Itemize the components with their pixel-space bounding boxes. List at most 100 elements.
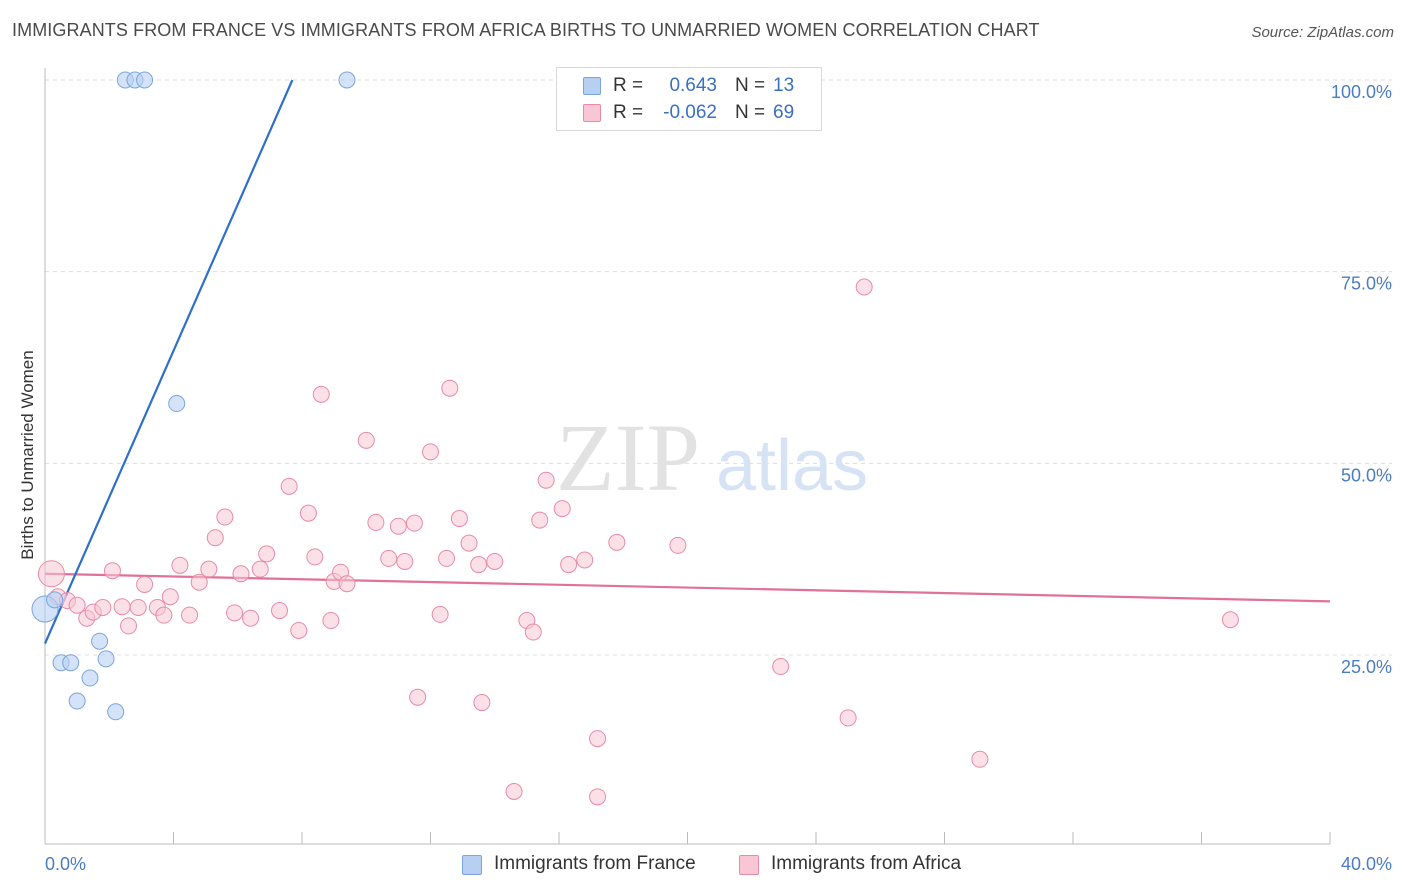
point-africa bbox=[460, 534, 478, 552]
point-africa bbox=[553, 500, 571, 518]
legend-swatch-africa bbox=[739, 855, 759, 875]
point-africa bbox=[258, 545, 276, 563]
y-tick-label: 50.0% bbox=[1341, 465, 1392, 485]
point-africa bbox=[396, 552, 414, 570]
point-africa bbox=[608, 533, 626, 551]
point-africa bbox=[589, 788, 607, 806]
point-africa bbox=[251, 560, 269, 578]
point-africa bbox=[171, 556, 189, 574]
points-africa bbox=[37, 278, 1239, 806]
point-africa bbox=[772, 658, 790, 676]
y-tick-labels: 25.0% 50.0% 75.0% 100.0% bbox=[1331, 82, 1392, 677]
chart-title: IMMIGRANTS FROM FRANCE VS IMMIGRANTS FRO… bbox=[12, 20, 1040, 40]
point-france bbox=[168, 395, 186, 413]
legend-label-france: Immigrants from France bbox=[494, 853, 696, 874]
point-france bbox=[68, 692, 86, 710]
trend-line-france bbox=[43, 79, 294, 644]
point-africa bbox=[537, 471, 555, 489]
point-africa bbox=[190, 573, 208, 591]
point-africa bbox=[306, 548, 324, 566]
point-africa bbox=[280, 477, 298, 495]
x-tick-label: 0.0% bbox=[45, 854, 86, 874]
point-africa bbox=[68, 596, 86, 614]
point-france bbox=[91, 632, 109, 650]
series-legend: Immigrants from France Immigrants from A… bbox=[0, 852, 1406, 878]
point-africa bbox=[94, 598, 112, 616]
point-africa bbox=[470, 556, 488, 574]
point-africa bbox=[206, 529, 224, 547]
point-africa bbox=[422, 443, 439, 461]
point-africa bbox=[367, 513, 385, 531]
point-africa bbox=[103, 562, 121, 580]
point-france bbox=[62, 654, 80, 672]
trend-lines bbox=[43, 79, 1331, 644]
point-africa bbox=[589, 730, 607, 748]
point-africa bbox=[299, 504, 317, 522]
point-africa bbox=[505, 782, 523, 800]
point-africa bbox=[450, 510, 468, 528]
point-africa bbox=[560, 556, 578, 574]
point-france bbox=[136, 71, 154, 89]
points-france bbox=[31, 71, 356, 721]
trend-line-africa bbox=[44, 572, 1331, 603]
source-label: Source: ZipAtlas.com bbox=[1251, 24, 1394, 41]
point-africa bbox=[322, 612, 340, 630]
point-africa bbox=[531, 511, 549, 529]
x-tick-label: 40.0% bbox=[1341, 854, 1392, 874]
point-africa bbox=[576, 551, 594, 569]
point-africa bbox=[1221, 611, 1239, 629]
y-axis-title: Births to Unmarried Women bbox=[18, 350, 37, 559]
y-tick-label: 75.0% bbox=[1341, 274, 1392, 294]
y-tick-label: 100.0% bbox=[1331, 82, 1392, 102]
grid-lines bbox=[45, 79, 1392, 656]
legend-label-africa: Immigrants from Africa bbox=[771, 853, 962, 874]
point-africa bbox=[113, 598, 131, 616]
point-africa bbox=[232, 565, 250, 583]
legend-swatch-france bbox=[462, 855, 482, 875]
point-africa bbox=[441, 379, 459, 397]
point-africa bbox=[438, 549, 456, 567]
legend-n-label: N = bbox=[735, 75, 766, 96]
correlation-legend: R = 0.643 N = 13 R = -0.062 N = 69 bbox=[556, 67, 822, 131]
legend-swatch-france bbox=[583, 77, 601, 95]
point-africa bbox=[338, 575, 356, 593]
point-africa bbox=[120, 617, 138, 635]
point-africa bbox=[405, 514, 423, 532]
point-africa bbox=[855, 278, 873, 296]
watermark: ZIP atlas bbox=[556, 404, 868, 511]
point-france bbox=[107, 703, 125, 721]
point-africa bbox=[431, 605, 449, 623]
point-africa bbox=[473, 694, 491, 712]
point-africa bbox=[200, 560, 218, 578]
point-africa bbox=[161, 588, 179, 606]
point-africa bbox=[357, 431, 375, 449]
point-africa bbox=[486, 552, 504, 570]
point-africa bbox=[136, 575, 154, 593]
legend-r-value: 0.643 bbox=[669, 75, 717, 96]
axes bbox=[44, 68, 1331, 845]
legend-r-label: R = bbox=[613, 102, 644, 123]
point-africa bbox=[129, 598, 147, 616]
point-france bbox=[81, 669, 99, 687]
legend-swatch-africa bbox=[583, 104, 601, 122]
point-africa bbox=[290, 621, 308, 639]
x-tick-labels: 0.0% 40.0% bbox=[45, 854, 1392, 874]
point-france bbox=[46, 591, 64, 609]
point-africa bbox=[226, 604, 244, 622]
watermark-atlas: atlas bbox=[716, 426, 868, 506]
watermark-zip: ZIP bbox=[556, 404, 700, 511]
point-africa bbox=[524, 623, 542, 641]
point-africa bbox=[380, 549, 398, 567]
point-africa bbox=[242, 609, 260, 627]
point-africa bbox=[389, 517, 407, 535]
legend-n-value: 69 bbox=[773, 102, 795, 123]
point-africa bbox=[409, 688, 427, 706]
point-africa bbox=[669, 536, 687, 554]
point-africa bbox=[216, 508, 234, 526]
point-france bbox=[338, 71, 356, 89]
legend-r-label: R = bbox=[613, 75, 644, 96]
legend-r-value: -0.062 bbox=[663, 102, 717, 123]
legend-n-value: 13 bbox=[773, 75, 795, 96]
point-africa bbox=[181, 606, 199, 624]
